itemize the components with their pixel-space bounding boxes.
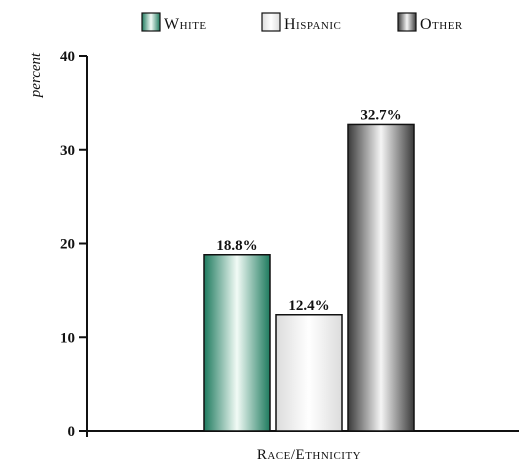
y-ticks: 0 10 20 30 40 <box>60 49 87 440</box>
legend-swatch-other <box>397 12 417 32</box>
legend-label-white: White <box>164 16 207 33</box>
legend-swatch-white <box>141 12 161 32</box>
y-tick-label: 40 <box>60 49 75 65</box>
bar-other <box>347 123 415 432</box>
bar-hispanic <box>275 314 343 432</box>
legend-label-hispanic: Hispanic <box>284 16 341 33</box>
legend: White Hispanic Other <box>141 12 463 33</box>
y-tick-label: 20 <box>60 237 75 253</box>
legend-item-other: Other <box>397 12 463 33</box>
data-label-other: 32.7% <box>360 107 401 123</box>
bar-white <box>203 254 271 432</box>
bars <box>203 123 415 432</box>
y-tick-label: 30 <box>60 143 75 159</box>
y-tick-label: 0 <box>68 424 76 440</box>
legend-item-hispanic: Hispanic <box>261 12 341 33</box>
legend-label-other: Other <box>420 16 463 33</box>
y-tick-label: 10 <box>60 330 75 346</box>
y-axis-label: percent <box>28 52 44 98</box>
legend-swatch-hispanic <box>261 12 281 32</box>
data-label-white: 18.8% <box>216 238 257 254</box>
x-axis-label: Race/Ethnicity <box>257 447 361 461</box>
data-label-hispanic: 12.4% <box>288 298 329 314</box>
legend-item-white: White <box>141 12 207 33</box>
data-labels: 18.8% 12.4% 32.7% <box>216 107 401 313</box>
